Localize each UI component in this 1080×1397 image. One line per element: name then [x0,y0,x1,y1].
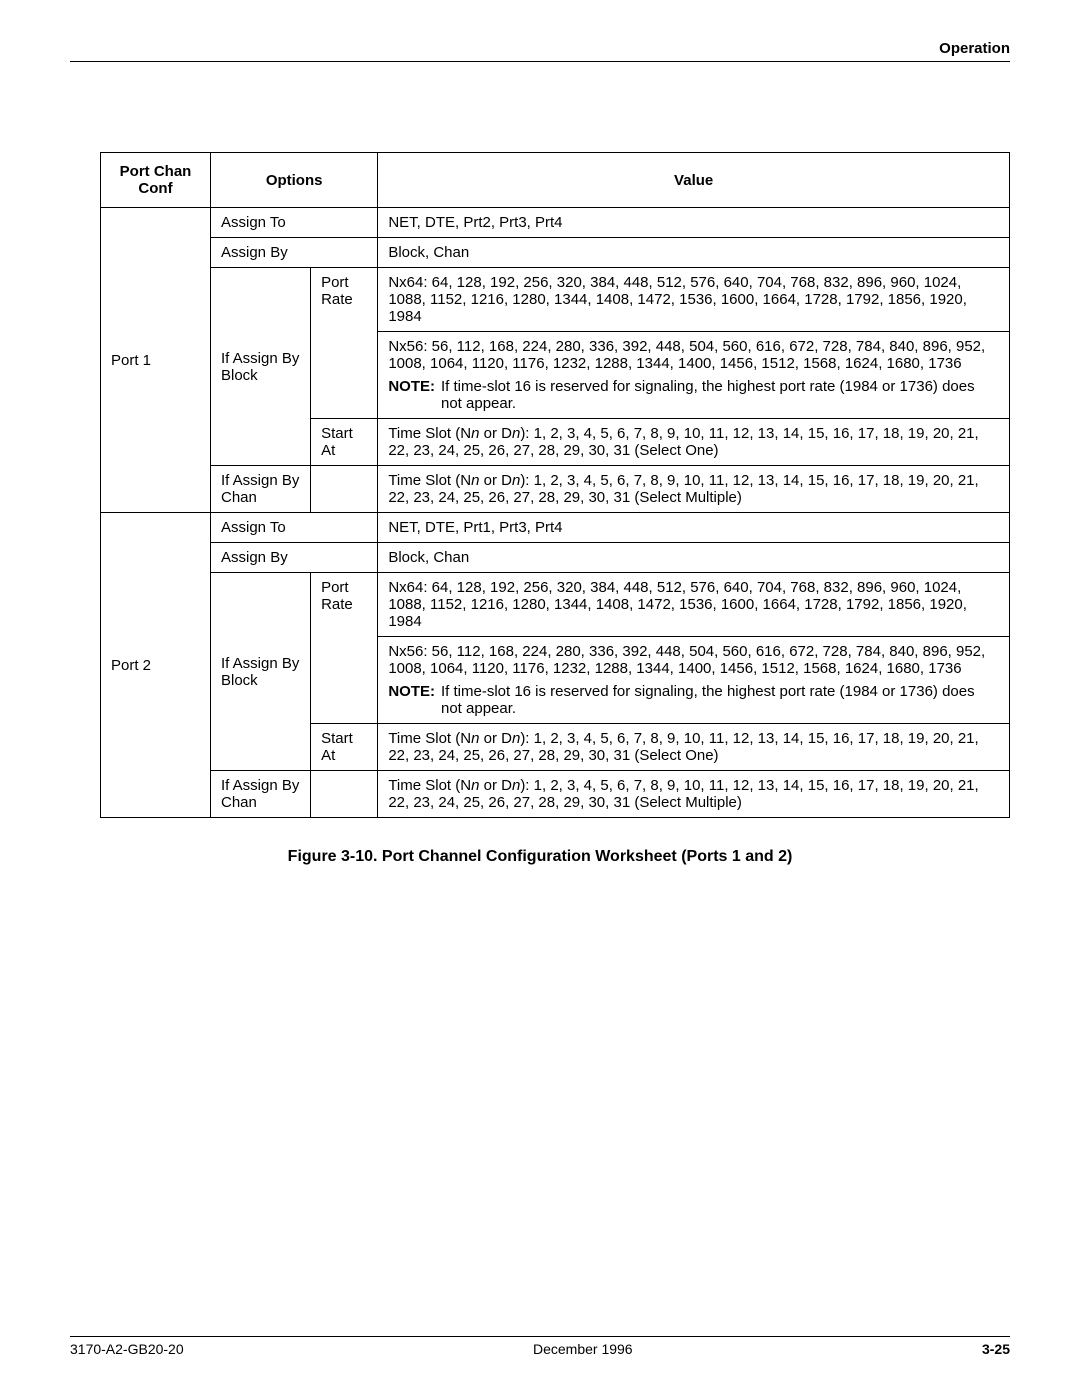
value-cell: Nx64: 64, 128, 192, 256, 320, 384, 448, … [378,573,1010,637]
value-cell: Time Slot (Nn or Dn): 1, 2, 3, 4, 5, 6, … [378,724,1010,771]
page-header: Operation [70,40,1010,62]
option-cell: If Assign By Chan [211,771,311,818]
table-row: Assign By Block, Chan [101,238,1010,268]
port-label: Port 2 [101,513,211,818]
table-row: If Assign By Block Port Rate Nx64: 64, 1… [101,268,1010,332]
header-section-title: Operation [70,40,1010,57]
option-cell-empty [311,771,378,818]
header-port-chan-conf: Port Chan Conf [101,153,211,208]
option-cell: Assign To [211,208,378,238]
note-block: NOTE: If time-slot 16 is reserved for si… [388,378,999,412]
table-row: Assign By Block, Chan [101,543,1010,573]
table-row: Port 1 Assign To NET, DTE, Prt2, Prt3, P… [101,208,1010,238]
option-cell: Assign By [211,238,378,268]
option-cell-empty [311,466,378,513]
value-cell: Time Slot (Nn or Dn): 1, 2, 3, 4, 5, 6, … [378,419,1010,466]
option-cell: If Assign By Block [211,268,311,466]
ts-mid: or D [479,425,512,442]
value-cell: Time Slot (Nn or Dn): 1, 2, 3, 4, 5, 6, … [378,771,1010,818]
note-label: NOTE: [388,683,441,717]
option-cell: Start At [311,724,378,771]
note-text: If time-slot 16 is reserved for signalin… [441,378,999,412]
ts-prefix: Time Slot (N [388,425,471,442]
header-value: Value [378,153,1010,208]
ts-prefix: Time Slot (N [388,777,471,794]
document-page: Operation Port Chan Conf Options Value P… [0,0,1080,1397]
value-cell: NET, DTE, Prt2, Prt3, Prt4 [378,208,1010,238]
option-cell: Port Rate [311,268,378,419]
port-config-table: Port Chan Conf Options Value Port 1 Assi… [100,152,1010,818]
table-header-row: Port Chan Conf Options Value [101,153,1010,208]
port-label: Port 1 [101,208,211,513]
value-cell: Nx64: 64, 128, 192, 256, 320, 384, 448, … [378,268,1010,332]
value-cell: Nx56: 56, 112, 168, 224, 280, 336, 392, … [378,637,1010,724]
value-cell: Block, Chan [378,238,1010,268]
option-cell: Assign To [211,513,378,543]
figure-caption: Figure 3-10. Port Channel Configuration … [70,848,1010,866]
table-row: If Assign By Chan Time Slot (Nn or Dn): … [101,466,1010,513]
footer-page-number: 3-25 [982,1341,1010,1357]
value-cell: Nx56: 56, 112, 168, 224, 280, 336, 392, … [378,332,1010,419]
page-footer: 3170-A2-GB20-20 December 1996 3-25 [70,1336,1010,1357]
option-cell: If Assign By Block [211,573,311,771]
table-row: If Assign By Chan Time Slot (Nn or Dn): … [101,771,1010,818]
ts-mid: or D [479,777,512,794]
ts-prefix: Time Slot (N [388,730,471,747]
ts-mid: or D [479,472,512,489]
table-row: Port 2 Assign To NET, DTE, Prt1, Prt3, P… [101,513,1010,543]
value-cell: Time Slot (Nn or Dn): 1, 2, 3, 4, 5, 6, … [378,466,1010,513]
table-row: If Assign By Block Port Rate Nx64: 64, 1… [101,573,1010,637]
note-label: NOTE: [388,378,441,412]
nx56-text: Nx56: 56, 112, 168, 224, 280, 336, 392, … [388,338,999,372]
footer-doc-number: 3170-A2-GB20-20 [70,1341,184,1357]
header-options: Options [211,153,378,208]
nx56-text: Nx56: 56, 112, 168, 224, 280, 336, 392, … [388,643,999,677]
option-cell: Port Rate [311,573,378,724]
value-cell: NET, DTE, Prt1, Prt3, Prt4 [378,513,1010,543]
option-cell: If Assign By Chan [211,466,311,513]
note-block: NOTE: If time-slot 16 is reserved for si… [388,683,999,717]
note-text: If time-slot 16 is reserved for signalin… [441,683,999,717]
value-cell: Block, Chan [378,543,1010,573]
ts-mid: or D [479,730,512,747]
footer-date: December 1996 [533,1341,633,1357]
ts-prefix: Time Slot (N [388,472,471,489]
option-cell: Assign By [211,543,378,573]
option-cell: Start At [311,419,378,466]
